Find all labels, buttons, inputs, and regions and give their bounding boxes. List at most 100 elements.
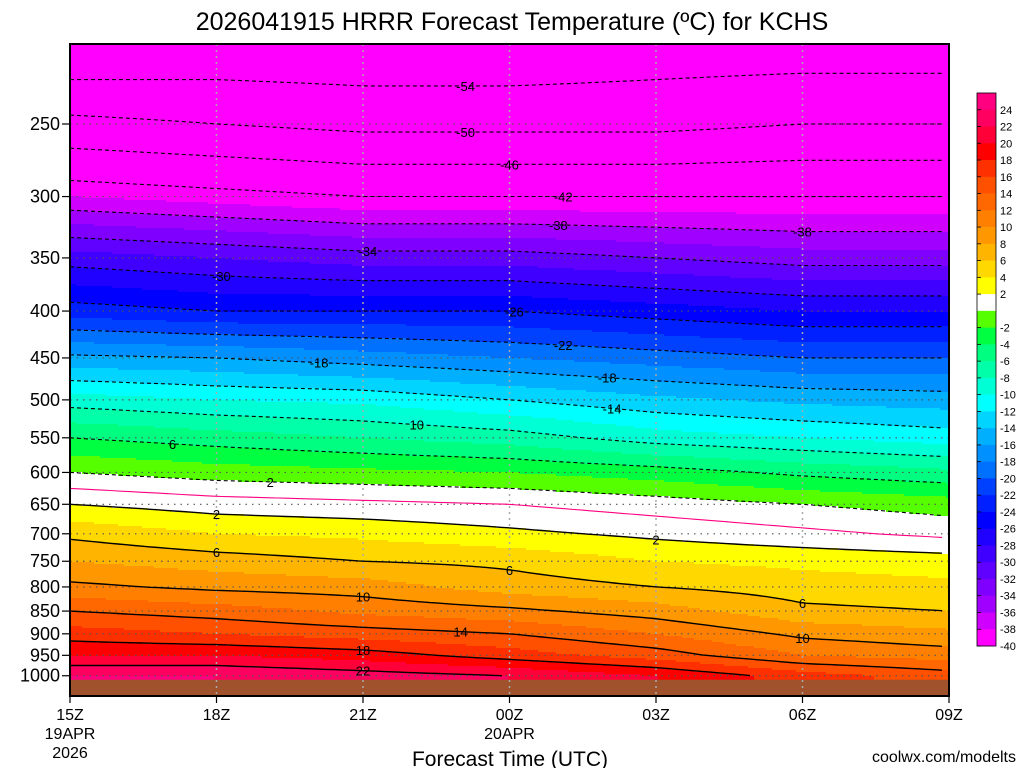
field-cell	[382, 378, 389, 393]
field-cell	[730, 322, 737, 339]
field-cell	[436, 340, 443, 355]
field-cell	[700, 44, 707, 213]
field-cell	[802, 450, 809, 465]
field-cell	[628, 410, 635, 427]
field-cell	[424, 266, 431, 281]
field-cell	[94, 506, 101, 525]
field-cell	[568, 268, 575, 285]
field-cell	[154, 656, 161, 667]
field-cell	[208, 230, 215, 245]
field-cell	[538, 268, 545, 283]
field-cell	[358, 224, 365, 239]
field-cell	[880, 280, 887, 297]
field-cell	[430, 602, 437, 619]
field-cell	[880, 494, 887, 511]
field-cell	[544, 550, 551, 577]
field-cell	[412, 456, 419, 471]
field-cell	[262, 432, 269, 449]
field-cell	[718, 384, 725, 401]
field-cell	[442, 470, 449, 487]
field-cell	[436, 544, 443, 565]
field-cell	[850, 624, 857, 643]
field-cell	[388, 542, 395, 563]
field-cell	[736, 354, 743, 371]
field-cell	[142, 320, 149, 333]
field-cell	[454, 428, 461, 443]
field-cell	[160, 616, 167, 633]
field-cell	[886, 480, 893, 495]
field-cell	[172, 290, 179, 309]
field-cell	[916, 280, 923, 297]
field-cell	[592, 598, 599, 615]
field-cell	[124, 200, 131, 213]
field-cell	[160, 256, 167, 273]
field-cell	[328, 612, 335, 627]
field-cell	[448, 456, 455, 471]
field-cell	[148, 272, 155, 291]
field-cell	[340, 626, 347, 639]
field-cell	[130, 226, 137, 241]
field-cell	[622, 44, 629, 213]
field-cell	[394, 582, 401, 601]
field-cell	[328, 452, 335, 469]
field-cell	[808, 638, 815, 657]
field-cell	[706, 664, 713, 673]
field-cell	[730, 544, 737, 567]
field-cell	[556, 462, 563, 477]
field-cell	[232, 246, 239, 261]
field-cell	[856, 478, 863, 493]
field-cell	[604, 300, 611, 317]
field-cell	[298, 376, 305, 389]
field-cell	[334, 44, 341, 209]
field-cell	[634, 586, 641, 603]
field-cell	[460, 340, 467, 357]
field-cell	[604, 644, 611, 657]
field-cell	[466, 296, 473, 313]
field-cell	[784, 504, 791, 547]
field-cell	[646, 428, 653, 445]
field-cell	[670, 352, 677, 367]
field-cell	[178, 644, 185, 657]
field-cell	[898, 214, 905, 233]
field-cell	[238, 606, 245, 621]
field-cell	[376, 324, 383, 339]
field-cell	[454, 312, 461, 327]
field-cell	[898, 266, 905, 281]
field-cell	[136, 240, 143, 255]
field-cell	[652, 380, 659, 397]
field-cell	[616, 584, 623, 601]
field-cell	[148, 630, 155, 645]
field-cell	[442, 630, 449, 645]
field-cell	[298, 262, 305, 279]
field-cell	[382, 598, 389, 617]
field-cell	[814, 476, 821, 491]
field-cell	[76, 626, 83, 643]
field-cell	[502, 252, 509, 267]
field-cell	[454, 340, 461, 357]
field-cell	[826, 452, 833, 465]
field-cell	[244, 360, 251, 375]
field-cell	[814, 438, 821, 453]
field-cell	[538, 374, 545, 389]
field-cell	[160, 344, 167, 357]
field-cell	[658, 366, 665, 383]
field-cell	[766, 310, 773, 325]
field-cell	[808, 664, 815, 673]
field-cell	[736, 262, 743, 279]
field-cell	[550, 404, 557, 419]
field-cell	[460, 428, 467, 443]
field-cell	[868, 666, 875, 677]
field-cell	[154, 428, 161, 443]
field-cell	[904, 266, 911, 281]
field-cell	[70, 380, 77, 395]
field-cell	[526, 224, 533, 239]
field-cell	[352, 364, 359, 379]
field-cell	[172, 358, 179, 371]
field-cell	[106, 600, 113, 615]
field-cell	[628, 426, 635, 443]
field-cell	[214, 322, 221, 335]
field-cell	[142, 630, 149, 645]
field-cell	[358, 312, 365, 325]
field-cell	[670, 430, 677, 445]
field-cell	[862, 454, 869, 467]
